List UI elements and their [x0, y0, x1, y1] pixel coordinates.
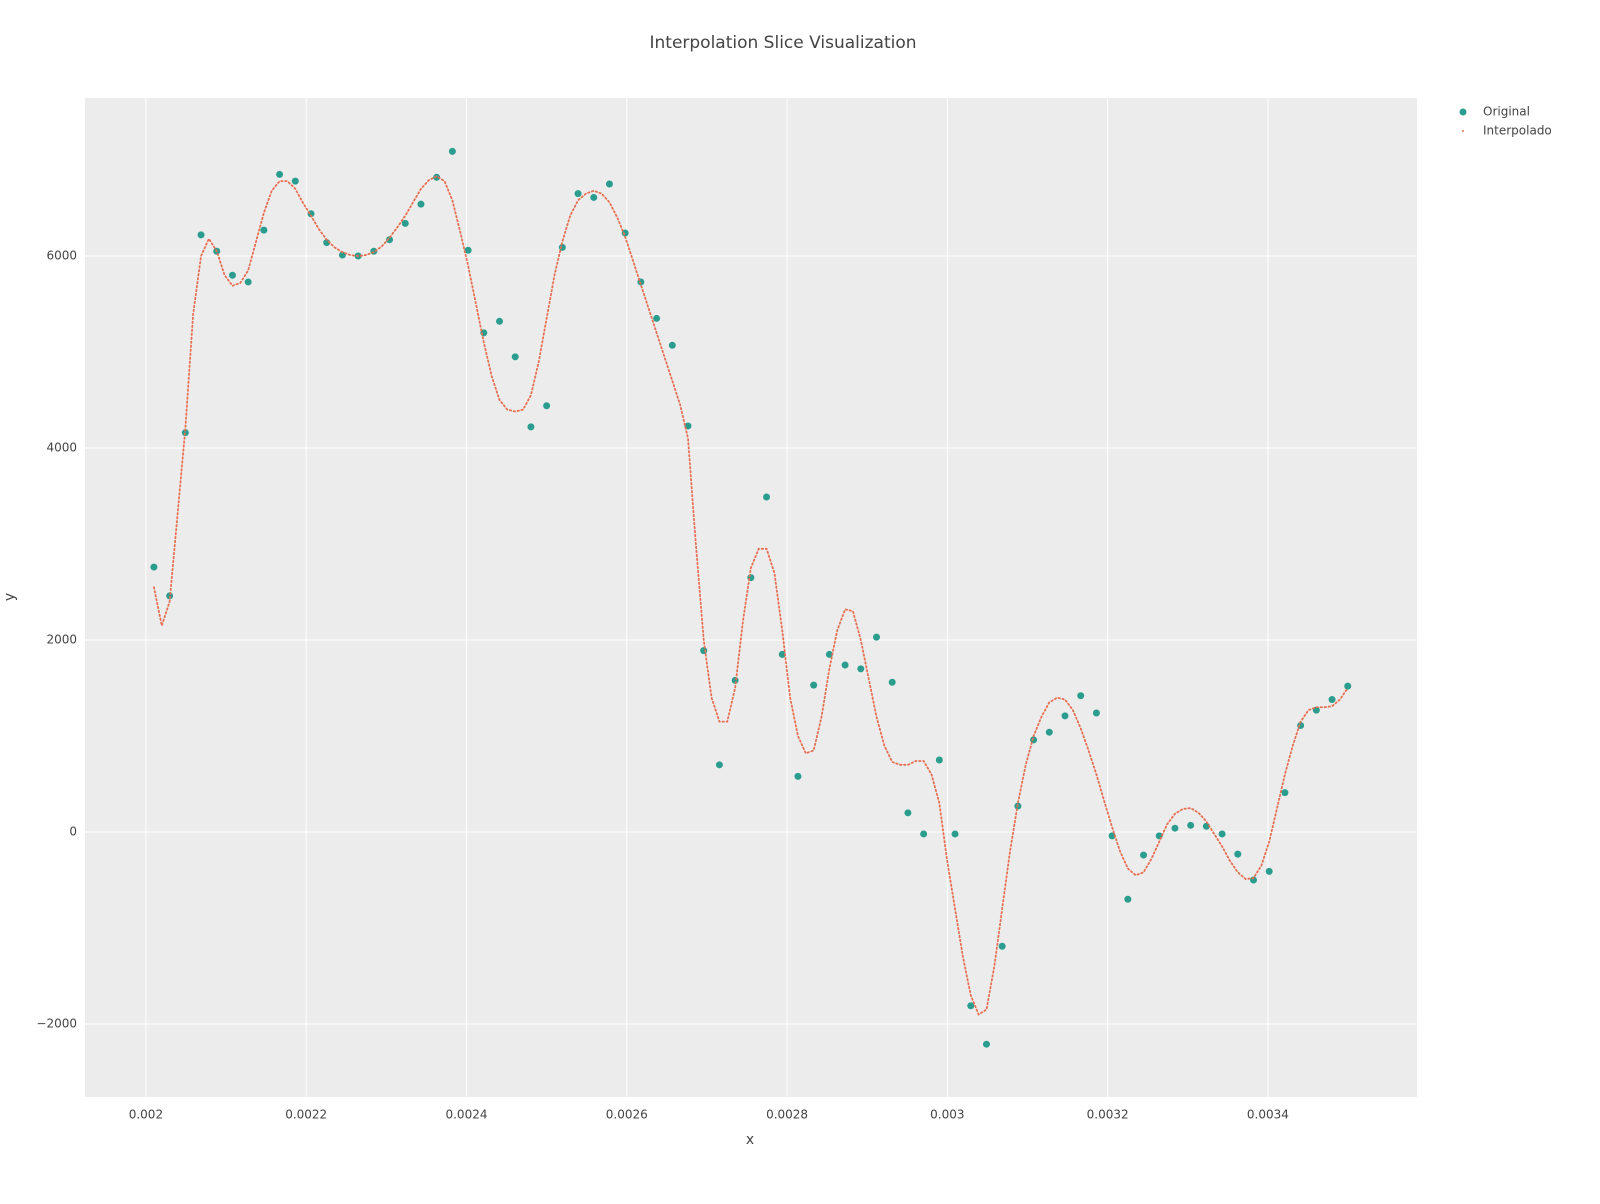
data-point — [511, 353, 519, 361]
data-point — [527, 423, 535, 431]
data-point — [810, 681, 818, 689]
data-point — [1092, 709, 1100, 717]
data-point — [998, 942, 1006, 950]
data-point — [1218, 830, 1226, 838]
y-tick-label: −2000 — [36, 1017, 77, 1031]
data-point — [857, 665, 865, 673]
data-point — [1124, 895, 1132, 903]
legend-label: Interpolado — [1483, 124, 1552, 138]
data-point — [574, 190, 582, 198]
data-point — [1045, 728, 1053, 736]
x-tick-label: 0.002 — [129, 1108, 163, 1122]
legend-label: Original — [1483, 105, 1530, 119]
data-point — [448, 147, 456, 155]
data-point — [401, 219, 409, 227]
y-tick-label: 0 — [69, 825, 77, 839]
data-point — [700, 647, 708, 655]
data-point — [291, 177, 299, 185]
data-point — [1202, 822, 1210, 830]
data-point — [276, 170, 284, 178]
data-point — [967, 1002, 975, 1010]
data-point — [653, 314, 661, 322]
x-tick-label: 0.0028 — [766, 1108, 808, 1122]
data-point — [904, 809, 912, 817]
data-point — [605, 180, 613, 188]
data-point — [228, 271, 236, 279]
y-tick-label: 6000 — [46, 249, 77, 263]
x-tick-label: 0.003 — [930, 1108, 964, 1122]
data-point — [1140, 851, 1148, 859]
data-point — [778, 650, 786, 658]
data-point — [1328, 696, 1336, 704]
data-point — [794, 772, 802, 780]
x-axis-title: x — [746, 1132, 754, 1148]
data-point — [464, 246, 472, 254]
data-point — [386, 236, 394, 244]
data-point — [920, 830, 928, 838]
data-point — [715, 761, 723, 769]
data-point — [841, 661, 849, 669]
data-point — [1030, 736, 1038, 744]
x-tick-label: 0.0024 — [445, 1108, 487, 1122]
legend-marker — [1459, 108, 1467, 116]
data-point — [951, 830, 959, 838]
legend-marker — [1462, 130, 1464, 132]
interpolated-curve — [153, 175, 1349, 1016]
data-point — [1187, 821, 1195, 829]
data-point — [982, 1040, 990, 1048]
data-point — [1234, 850, 1242, 858]
data-point — [1281, 789, 1289, 797]
y-axis-title: y — [2, 593, 18, 601]
data-point — [417, 200, 425, 208]
data-point — [668, 341, 676, 349]
data-point — [197, 231, 205, 239]
data-point — [888, 678, 896, 686]
data-point — [1171, 824, 1179, 832]
data-point — [763, 493, 771, 501]
x-tick-label: 0.0034 — [1247, 1108, 1289, 1122]
data-point — [244, 278, 252, 286]
data-point — [1061, 712, 1069, 720]
data-point — [323, 239, 331, 247]
y-tick-label: 4000 — [46, 441, 77, 455]
plot-background — [85, 98, 1417, 1097]
y-tick-label: 2000 — [46, 633, 77, 647]
data-point — [825, 650, 833, 658]
data-point — [590, 193, 598, 201]
data-point — [935, 756, 943, 764]
data-point — [1344, 682, 1352, 690]
data-point — [1265, 867, 1273, 875]
data-point — [166, 592, 174, 600]
x-tick-label: 0.0026 — [606, 1108, 648, 1122]
data-point — [873, 633, 881, 641]
data-point — [496, 317, 504, 325]
x-tick-label: 0.0032 — [1087, 1108, 1129, 1122]
x-tick-label: 0.0022 — [285, 1108, 327, 1122]
data-point — [260, 226, 268, 234]
data-point — [1108, 832, 1116, 840]
data-point — [1077, 692, 1085, 700]
data-point — [543, 402, 551, 410]
chart-title: Interpolation Slice Visualization — [649, 33, 916, 53]
data-point — [150, 563, 158, 571]
